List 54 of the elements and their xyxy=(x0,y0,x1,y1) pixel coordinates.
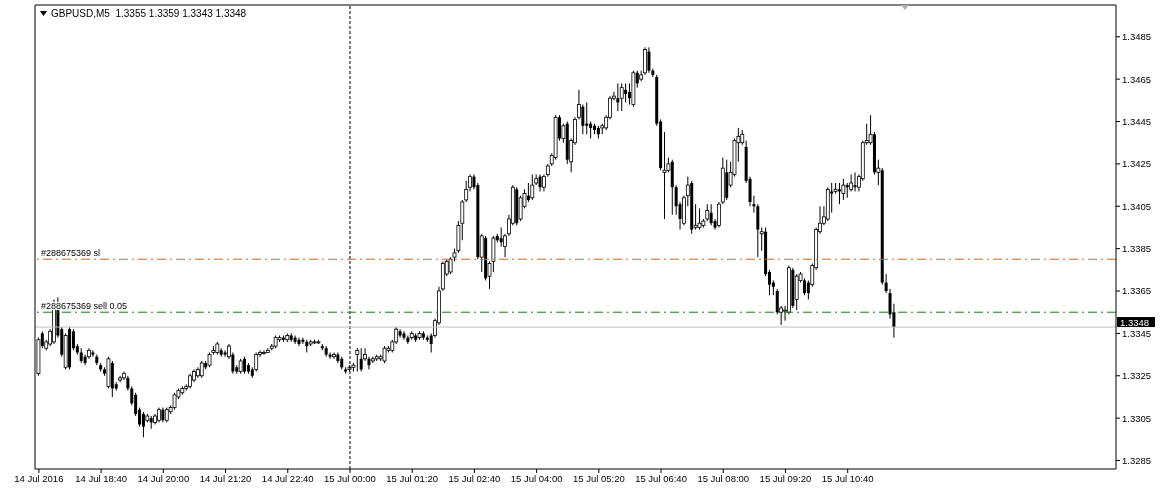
x-tick-label: 15 Jul 00:00 xyxy=(324,472,376,484)
candlestick xyxy=(398,328,402,339)
x-tick-label: 15 Jul 06:40 xyxy=(635,472,687,484)
candlestick xyxy=(624,82,628,103)
candlestick xyxy=(293,335,297,345)
candlestick xyxy=(91,349,95,358)
y-tick-label: 1.3465 xyxy=(1122,73,1152,85)
candlestick xyxy=(616,82,620,112)
y-tick-label: 1.3305 xyxy=(1122,412,1152,424)
x-tick-label: 14 Jul 22:40 xyxy=(261,472,314,484)
y-tick-label: 1.3365 xyxy=(1122,285,1152,297)
candlestick xyxy=(647,46,651,74)
y-tick-label: 1.3385 xyxy=(1122,243,1152,255)
x-tick-label: 15 Jul 10:40 xyxy=(821,472,874,484)
x-tick-label: 14 Jul 20:00 xyxy=(137,472,190,484)
candlestick xyxy=(619,82,624,112)
y-tick-label: 1.3325 xyxy=(1122,370,1152,382)
y-tick-label: 1.3345 xyxy=(1122,327,1152,339)
candlestick xyxy=(402,330,406,341)
y-tick-label: 1.3405 xyxy=(1122,200,1152,212)
candlestick xyxy=(297,337,301,347)
candlestick xyxy=(332,351,336,360)
ref-line-label: 1.3348 xyxy=(1120,316,1150,328)
candlestick xyxy=(794,273,799,311)
candlestick xyxy=(265,347,270,353)
candlestick xyxy=(328,351,332,360)
x-tick-label: 14 Jul 21:20 xyxy=(199,472,252,484)
x-tick-label: 14 Jul 2016 xyxy=(14,472,64,484)
y-tick-label: 1.3485 xyxy=(1122,31,1152,43)
candlestick xyxy=(301,337,305,345)
candlestick xyxy=(262,349,266,356)
candlestick xyxy=(853,171,857,192)
candlestick xyxy=(359,347,363,373)
x-tick-label: 15 Jul 04:00 xyxy=(510,472,563,484)
x-tick-label: 14 Jul 18:40 xyxy=(75,472,127,484)
candlestick xyxy=(585,101,589,135)
candlestick xyxy=(223,349,227,358)
candlestick xyxy=(141,411,145,438)
ref-line-label: #288675369 sl xyxy=(41,248,101,259)
candlestick xyxy=(499,226,503,248)
candlestick xyxy=(336,351,340,364)
x-tick-label: 15 Jul 05:20 xyxy=(572,472,625,484)
candlestick xyxy=(406,335,410,345)
chart-title: GBPUSD,M5 1.3355 1.3359 1.3343 1.3348 xyxy=(51,8,247,19)
candlestick xyxy=(355,347,360,373)
x-tick-label: 15 Jul 08:00 xyxy=(697,472,750,484)
x-tick-label: 15 Jul 01:20 xyxy=(386,472,439,484)
candlestick xyxy=(709,203,713,226)
candlestick xyxy=(526,182,530,203)
y-tick-label: 1.3425 xyxy=(1122,158,1152,170)
x-tick-label: 15 Jul 09:20 xyxy=(759,472,812,484)
y-tick-label: 1.3285 xyxy=(1122,454,1152,466)
x-tick-label: 15 Jul 02:40 xyxy=(448,472,501,484)
y-tick-label: 1.3445 xyxy=(1122,115,1152,127)
